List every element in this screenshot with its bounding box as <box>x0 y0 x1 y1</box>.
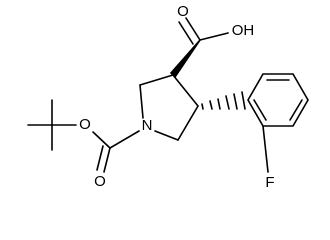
bond <box>109 130 140 149</box>
bond <box>178 21 194 45</box>
wedge-bond <box>169 39 201 79</box>
bonds <box>27 17 309 173</box>
bond <box>139 84 144 119</box>
bond <box>289 99 303 121</box>
bond <box>96 145 104 171</box>
structure-diagram: O OH N O O F <box>27 3 309 191</box>
atom-label: N <box>142 117 153 134</box>
bond <box>185 17 201 41</box>
bond <box>154 130 179 141</box>
atom-label: O <box>79 116 91 133</box>
bond <box>92 131 111 149</box>
aromatic-ring <box>247 73 309 127</box>
hashed-bond <box>201 91 246 110</box>
bond <box>177 105 199 141</box>
atom-label: OH <box>232 22 255 39</box>
atom-label: O <box>177 3 189 20</box>
bond <box>199 32 229 41</box>
atom-label: O <box>94 173 106 190</box>
bond <box>172 74 199 107</box>
bond <box>139 74 174 86</box>
atom-label: F <box>265 174 274 191</box>
bond <box>103 147 111 173</box>
bond <box>253 99 267 121</box>
bond <box>262 125 269 173</box>
